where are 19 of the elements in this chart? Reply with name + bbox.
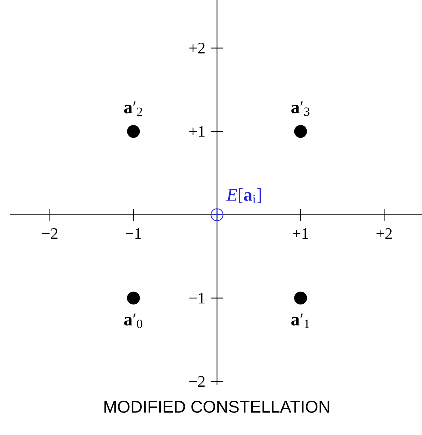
x-tick-label: −2: [42, 228, 58, 240]
point: [294, 292, 308, 305]
series-label: a′$_{2}$: [124, 102, 142, 116]
y-tick-label: −1: [190, 293, 205, 304]
point: [127, 125, 140, 138]
x-tick-label: +1: [293, 228, 308, 240]
series-label: a′$_{3}$: [292, 102, 310, 116]
series-label: E[a$_{i}$]: [226, 188, 262, 204]
point: [294, 125, 308, 138]
x-tick-label: −1: [126, 228, 142, 240]
point: [127, 292, 140, 305]
x-tick-label: +2: [376, 228, 392, 240]
point: [210, 208, 224, 222]
y-tick-label: +1: [190, 126, 205, 137]
y-tick-label: +2: [190, 43, 205, 54]
y-tick-label: −2: [190, 376, 205, 387]
series-label: a′$_{1}$: [292, 314, 310, 328]
text: MODIFIED CONSTELLATION: [104, 401, 330, 413]
series-label: a′$_{0}$: [124, 314, 143, 328]
